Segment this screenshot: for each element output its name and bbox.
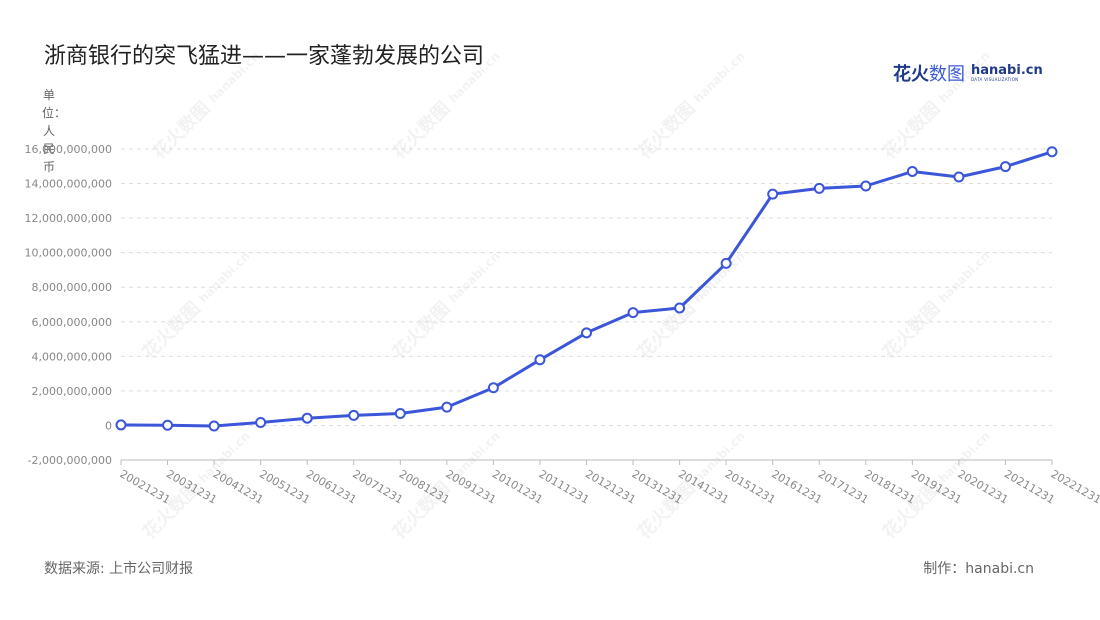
y-axis-ticks: -2,000,000,000 0 2,000,000,000 4,000,000,00…: [25, 143, 112, 467]
watermark-cn: 花火数图: [388, 297, 454, 363]
data-point: [674, 302, 686, 314]
watermark-en: hanabi.cn: [196, 249, 253, 306]
data-point: [394, 408, 406, 420]
y-tick-label: 16,000,000,000: [25, 143, 112, 156]
y-tick-label: 6,000,000,000: [32, 316, 112, 329]
watermark-en: hanabi.cn: [446, 249, 503, 306]
y-axis-unit-label: 单位：人民币: [42, 88, 67, 174]
data-point: [953, 171, 965, 183]
data-point: [301, 412, 313, 424]
x-tick-label: 20091231: [443, 467, 498, 506]
x-tick-label: 20151231: [723, 467, 778, 506]
grid-lines: [121, 148, 1052, 461]
y-tick-label: -2,000,000,000: [28, 454, 112, 467]
y-tick-label: 0: [105, 419, 112, 432]
data-point: [441, 401, 453, 413]
y-tick-label: 10,000,000,000: [25, 247, 112, 260]
x-tick-label: 20101231: [490, 467, 545, 506]
watermark-en: hanabi.cn: [936, 249, 993, 306]
data-point: [1046, 146, 1058, 158]
watermark-en: hanabi.cn: [691, 49, 748, 106]
x-tick-label: 20121231: [583, 467, 638, 506]
watermark-cn: 花火数图: [633, 97, 699, 163]
y-tick-label: 14,000,000,000: [25, 178, 112, 191]
watermark-en: hanabi.cn: [936, 49, 993, 106]
x-tick-label: 20161231: [769, 467, 824, 506]
series-markers: [115, 146, 1058, 432]
data-point: [208, 420, 220, 432]
y-tick-label: 8,000,000,000: [32, 281, 112, 294]
watermark-cn: 花火数图: [138, 297, 204, 363]
x-tick-label: 20221231: [1049, 467, 1100, 506]
brand-logo: 花火数图 hanabi.cn DATA VISUALIZATION: [893, 60, 1043, 86]
watermark-cn: 花火数图: [388, 97, 454, 163]
data-point: [860, 180, 872, 192]
data-point: [906, 165, 918, 177]
y-tick-label: 4,000,000,000: [32, 350, 112, 363]
y-tick-label: 12,000,000,000: [25, 212, 112, 225]
data-point: [581, 327, 592, 339]
y-tick-label: 2,000,000,000: [32, 385, 112, 398]
watermark-en: hanabi.cn: [691, 249, 748, 306]
logo-en-block: hanabi.cn DATA VISUALIZATION: [971, 64, 1043, 82]
data-point: [720, 257, 732, 269]
watermark-cn: 花火数图: [878, 97, 944, 163]
data-point: [534, 354, 546, 366]
data-point: [348, 409, 360, 421]
data-point: [255, 417, 267, 429]
watermark-en: hanabi.cn: [206, 49, 263, 106]
credit-label: 制作：hanabi.cn: [923, 561, 1034, 577]
data-point: [487, 382, 499, 394]
data-source: 数据来源: 上市公司财报: [44, 561, 194, 577]
x-tick-label: 20111231: [536, 467, 591, 506]
x-tick-label: 20021231: [118, 467, 173, 506]
x-tick-label: 20181231: [862, 467, 917, 506]
watermark-cn: 花火数图: [878, 297, 944, 363]
x-tick-label: 20041231: [211, 467, 266, 506]
x-tick-label: 20051231: [257, 467, 312, 506]
logo-domain: hanabi.cn: [971, 63, 1043, 78]
data-point: [767, 188, 779, 200]
series-line: [120, 150, 1053, 428]
x-tick-label: 20211231: [1002, 467, 1057, 506]
data-point: [627, 307, 639, 319]
chart-title: 浙商银行的突飞猛进——一家蓬勃发展的公司: [44, 44, 485, 69]
watermark-en: hanabi.cn: [446, 49, 503, 106]
x-tick-label: 20061231: [304, 467, 359, 506]
x-tick-label: 20171231: [816, 467, 871, 506]
logo-cn-text: 花火数图: [893, 64, 965, 85]
watermark-cn: 花火数图: [148, 97, 214, 163]
data-point: [115, 419, 127, 431]
data-point: [162, 419, 174, 431]
watermark-cn: 花火数图: [633, 297, 699, 363]
x-axis: [120, 459, 1053, 465]
x-tick-label: 20071231: [350, 467, 405, 506]
data-point: [813, 182, 825, 194]
logo-tagline: DATA VISUALIZATION: [971, 77, 1019, 82]
data-point: [999, 161, 1011, 173]
x-tick-label: 20201231: [955, 467, 1010, 506]
